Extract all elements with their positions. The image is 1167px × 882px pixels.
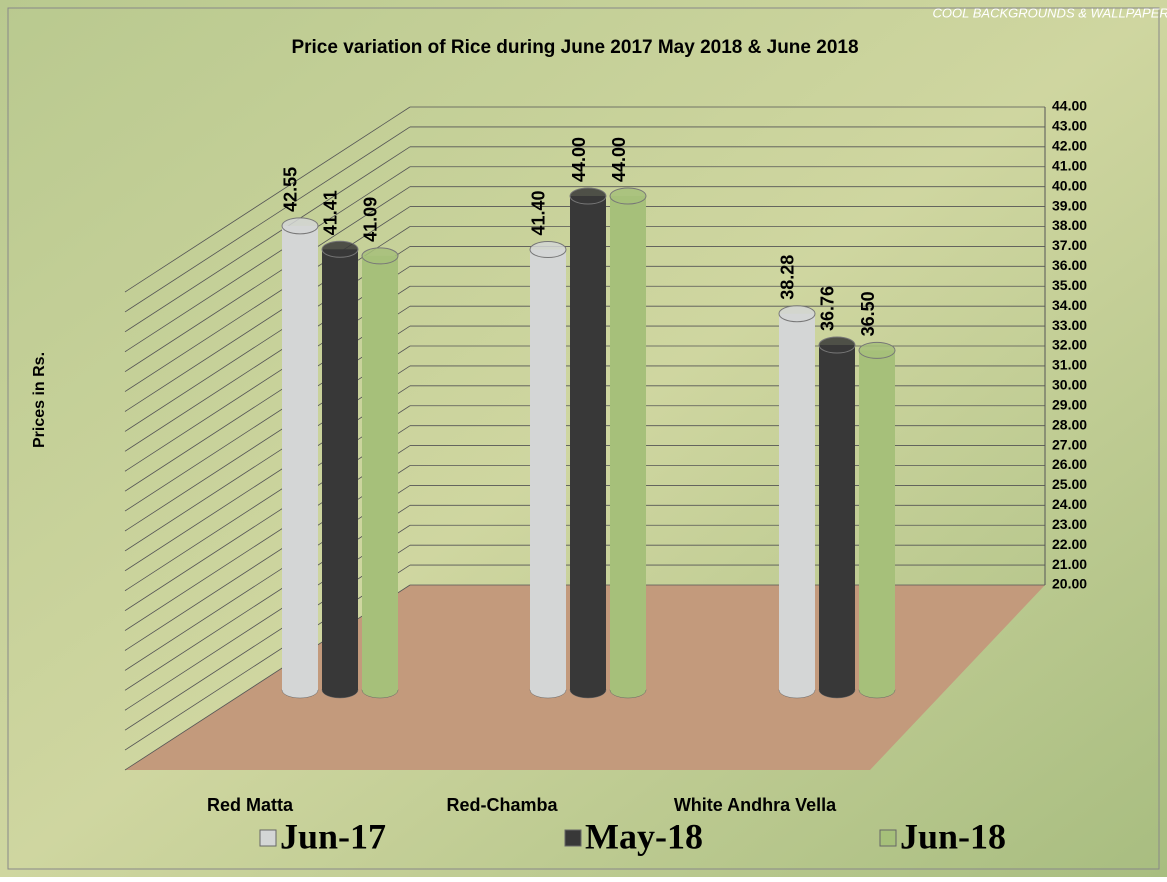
y-tick-label: 21.00: [1052, 556, 1087, 572]
legend-label: Jun-18: [900, 816, 1006, 856]
bar: [779, 306, 815, 698]
y-tick-label: 28.00: [1052, 416, 1087, 432]
data-label: 36.50: [858, 291, 878, 336]
legend-label: May-18: [585, 816, 703, 856]
bar: [610, 188, 646, 698]
data-label: 44.00: [609, 137, 629, 182]
bar-part: [570, 188, 606, 204]
bar-part: [610, 196, 646, 690]
legend-swatch: [565, 830, 581, 846]
y-axis-label: Prices in Rs.: [31, 352, 48, 448]
y-tick-label: 42.00: [1052, 138, 1087, 154]
y-tick-label: 34.00: [1052, 297, 1087, 313]
bar-part: [779, 306, 815, 322]
y-tick-label: 25.00: [1052, 476, 1087, 492]
y-tick-label: 27.00: [1052, 436, 1087, 452]
bar-part: [322, 249, 358, 690]
legend-label: Jun-17: [280, 816, 386, 856]
x-tick-label: Red Matta: [207, 795, 294, 815]
bar-part: [859, 350, 895, 690]
bar-part: [362, 248, 398, 264]
y-tick-label: 33.00: [1052, 317, 1087, 333]
data-label: 41.09: [361, 197, 381, 242]
bar-part: [530, 242, 566, 258]
y-tick-label: 22.00: [1052, 536, 1087, 552]
bar-part: [819, 337, 855, 353]
y-tick-label: 24.00: [1052, 496, 1087, 512]
bar: [859, 342, 895, 698]
bar-part: [779, 314, 815, 690]
y-tick-label: 32.00: [1052, 337, 1087, 353]
y-tick-label: 36.00: [1052, 257, 1087, 273]
data-label: 42.55: [281, 167, 301, 212]
data-label: 36.76: [818, 286, 838, 331]
y-tick-label: 26.00: [1052, 456, 1087, 472]
bar-part: [322, 241, 358, 257]
legend-swatch: [260, 830, 276, 846]
y-tick-label: 30.00: [1052, 377, 1087, 393]
x-tick-label: White Andhra Vella: [674, 795, 837, 815]
y-tick-label: 39.00: [1052, 197, 1087, 213]
bar: [570, 188, 606, 698]
y-tick-label: 41.00: [1052, 157, 1087, 173]
watermark: COOL BACKGROUNDS & WALLPAPERS: [933, 5, 1167, 20]
bar: [282, 218, 318, 698]
bar-part: [282, 226, 318, 690]
y-tick-label: 44.00: [1052, 98, 1087, 114]
legend-swatch: [880, 830, 896, 846]
bar-part: [610, 188, 646, 204]
y-tick-label: 31.00: [1052, 357, 1087, 373]
bar-part: [570, 196, 606, 690]
y-tick-label: 35.00: [1052, 277, 1087, 293]
y-tick-label: 23.00: [1052, 516, 1087, 532]
bar: [530, 242, 566, 698]
data-label: 41.41: [321, 190, 341, 235]
bar-part: [362, 256, 398, 690]
bar: [362, 248, 398, 698]
bar-part: [859, 342, 895, 358]
bar-part: [282, 218, 318, 234]
data-label: 41.40: [529, 190, 549, 235]
y-tick-label: 40.00: [1052, 177, 1087, 193]
chart-title: Price variation of Rice during June 2017…: [291, 37, 858, 58]
bar: [819, 337, 855, 698]
data-label: 38.28: [778, 255, 798, 300]
y-tick-label: 37.00: [1052, 237, 1087, 253]
y-tick-label: 20.00: [1052, 576, 1087, 592]
y-tick-label: 43.00: [1052, 118, 1087, 134]
x-tick-label: Red-Chamba: [446, 795, 558, 815]
y-tick-label: 38.00: [1052, 217, 1087, 233]
bar: [322, 241, 358, 698]
bar-part: [819, 345, 855, 690]
data-label: 44.00: [569, 137, 589, 182]
bar-part: [530, 250, 566, 690]
chart: Price variation of Rice during June 2017…: [0, 0, 1167, 877]
y-tick-label: 29.00: [1052, 396, 1087, 412]
